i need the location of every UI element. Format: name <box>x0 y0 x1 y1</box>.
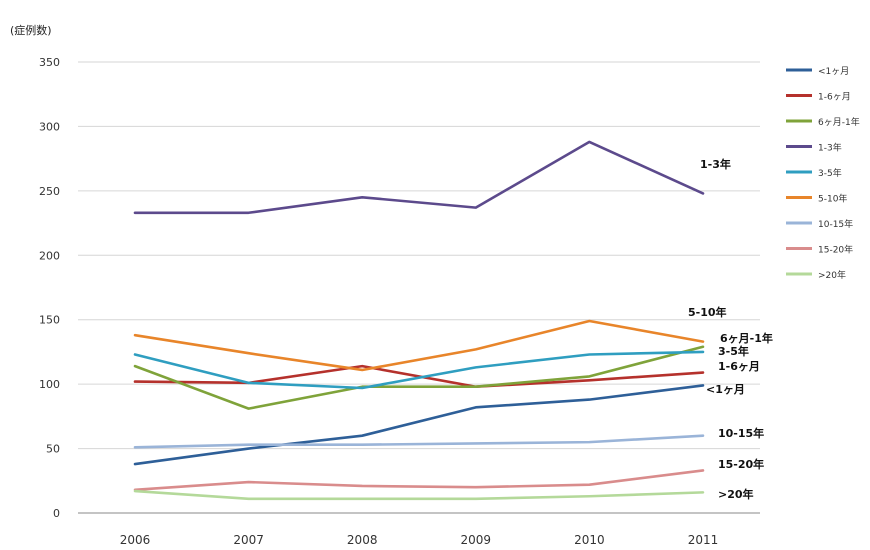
y-tick-label: 50 <box>46 443 60 456</box>
series-line <box>133 345 705 410</box>
legend-label: 1-3年 <box>818 142 842 154</box>
series-line <box>133 469 705 492</box>
series-end-label: 6ヶ月-1年 <box>720 331 773 345</box>
y-tick-label: 100 <box>39 378 60 391</box>
y-tick-label: 250 <box>39 185 60 198</box>
legend-label: 3-5年 <box>818 167 842 179</box>
y-axis-unit-label: (症例数) <box>10 24 52 37</box>
series-line <box>133 489 705 501</box>
y-tick-label: 150 <box>39 314 60 327</box>
series-lines <box>133 140 705 501</box>
series-end-labels: <1ヶ月 1-6ヶ月 6ヶ月-1年 1-3年 3-5年 5-10年 10-15年 15-20年… <box>688 157 773 501</box>
y-tick-label: 300 <box>39 120 60 133</box>
series-line <box>133 434 705 449</box>
series-end-label: 1-3年 <box>700 157 731 171</box>
x-tick-label: 2010 <box>574 533 605 547</box>
legend-label: 10-15年 <box>818 218 853 230</box>
x-tick-label: 2008 <box>347 533 378 547</box>
series-line <box>133 319 705 372</box>
x-tick-labels: 2006 2007 2008 2009 2010 2011 <box>120 533 719 547</box>
x-tick-label: 2006 <box>120 533 151 547</box>
legend: <1ヶ月 1-6ヶ月 6ヶ月-1年 1-3年 3-5年 5-10年 10-15年 15-20年… <box>786 66 860 281</box>
series-end-label: 10-15年 <box>718 426 764 440</box>
x-tick-label: 2007 <box>233 533 264 547</box>
y-tick-label: 200 <box>39 249 60 262</box>
x-tick-label: 2011 <box>688 533 719 547</box>
series-line <box>133 384 705 466</box>
legend-label: 6ヶ月-1年 <box>818 116 860 128</box>
series-end-label: 3-5年 <box>718 344 749 358</box>
series-end-label: 1-6ヶ月 <box>718 360 760 373</box>
series-end-label: >20年 <box>718 487 754 501</box>
series-end-label: 15-20年 <box>718 457 764 471</box>
legend-label: >20年 <box>818 269 846 281</box>
legend-label: <1ヶ月 <box>818 66 849 77</box>
series-line <box>133 350 705 390</box>
legend-label: 5-10年 <box>818 193 847 205</box>
legend-label: 15-20年 <box>818 244 853 256</box>
legend-label: 1-6ヶ月 <box>818 92 851 103</box>
series-end-label: <1ヶ月 <box>706 383 745 396</box>
y-tick-label: 350 <box>39 56 60 69</box>
series-line <box>133 140 705 215</box>
series-end-label: 5-10年 <box>688 305 727 319</box>
x-tick-label: 2009 <box>461 533 492 547</box>
y-tick-label: 0 <box>53 507 60 520</box>
grid-lines <box>78 61 760 514</box>
y-tick-labels: 0 50 100 150 200 250 300 350 <box>39 56 60 520</box>
